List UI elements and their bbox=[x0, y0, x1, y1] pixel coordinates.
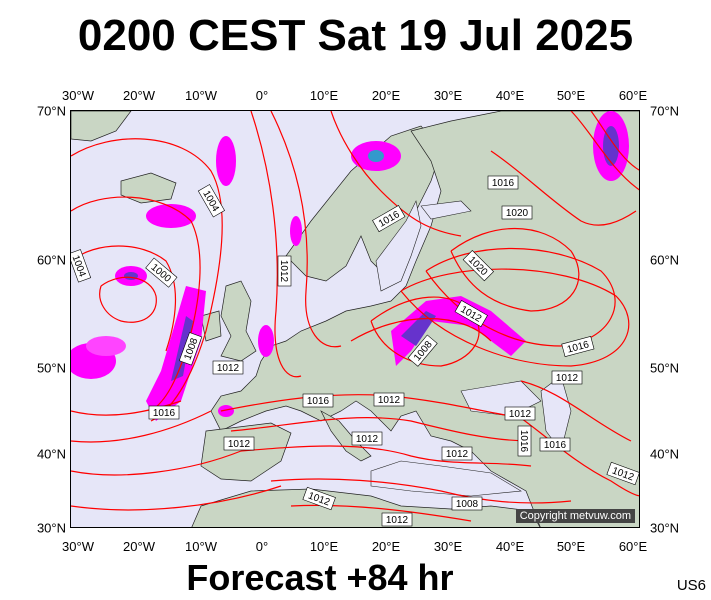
lat-label-right: 50°N bbox=[650, 360, 680, 376]
isobar-label: 1012 bbox=[381, 512, 413, 527]
lon-label-bottom: 30°E bbox=[433, 539, 463, 554]
lon-label-bottom: 40°E bbox=[495, 539, 525, 554]
isobar-label: 1012 bbox=[551, 370, 583, 385]
lat-label-right: 40°N bbox=[650, 446, 680, 462]
svg-text:1012: 1012 bbox=[386, 515, 409, 526]
model-code: US6 bbox=[676, 577, 706, 594]
copyright-badge: Copyright metvuw.com bbox=[515, 509, 635, 523]
land-masses bbox=[71, 111, 639, 527]
lon-label-bottom: 60°E bbox=[618, 539, 648, 554]
lon-label-top: 40°E bbox=[495, 88, 525, 103]
lon-label-bottom: 20°W bbox=[123, 539, 155, 554]
precipitation-areas bbox=[71, 111, 629, 421]
lat-label-right: 70°N bbox=[650, 103, 680, 119]
lat-label-left: 60°N bbox=[36, 252, 66, 268]
isobar-label: 1008 bbox=[451, 496, 483, 511]
weather-map[interactable]: 1016 1004 1016 1020 1012 1004 1000 1020 … bbox=[70, 110, 640, 528]
isobar-label: 1016 bbox=[487, 175, 519, 190]
lon-label-top: 30°W bbox=[62, 88, 94, 103]
svg-text:1004: 1004 bbox=[71, 254, 88, 279]
map-canvas: 1016 1004 1016 1020 1012 1004 1000 1020 … bbox=[71, 111, 639, 527]
isobar-label: 1016 bbox=[561, 335, 595, 358]
isobar-label: 1004 bbox=[71, 249, 92, 283]
isobar-label: 1012 bbox=[212, 360, 244, 375]
svg-text:1016: 1016 bbox=[518, 430, 529, 453]
isobar-label: 1016 bbox=[148, 405, 180, 420]
isobar-label: 1016 bbox=[539, 437, 571, 452]
forecast-label: Forecast +84 hr bbox=[186, 557, 454, 598]
isobars bbox=[71, 111, 639, 522]
svg-text:1012: 1012 bbox=[556, 373, 579, 384]
lat-label-right: 60°N bbox=[650, 252, 680, 268]
svg-text:1012: 1012 bbox=[217, 363, 240, 374]
lat-label-left: 70°N bbox=[36, 103, 66, 119]
isobar-label: 1012 bbox=[504, 406, 536, 421]
lat-label-left: 30°N bbox=[36, 520, 66, 536]
svg-text:1012: 1012 bbox=[356, 434, 379, 445]
isobar-label: 1000 bbox=[145, 257, 178, 288]
lon-label-top: 10°W bbox=[185, 88, 217, 103]
lat-label-left: 40°N bbox=[36, 446, 66, 462]
isobar-label: 1012 bbox=[373, 392, 405, 407]
svg-text:1016: 1016 bbox=[153, 408, 176, 419]
svg-text:1012: 1012 bbox=[228, 439, 251, 450]
lon-label-bottom: 10°E bbox=[309, 539, 339, 554]
isobar-label: 1016 bbox=[517, 425, 532, 457]
lat-label-right: 30°N bbox=[650, 520, 680, 536]
lat-label-left: 50°N bbox=[36, 360, 66, 376]
lon-label-top: 60°E bbox=[618, 88, 648, 103]
lon-label-bottom: 30°W bbox=[62, 539, 94, 554]
lon-label-bottom: 10°W bbox=[185, 539, 217, 554]
svg-text:1012: 1012 bbox=[509, 409, 532, 420]
isobar-label: 1012 bbox=[277, 255, 292, 287]
lon-label-bottom: 20°E bbox=[371, 539, 401, 554]
svg-text:1012: 1012 bbox=[378, 395, 401, 406]
isobar-label: 1012 bbox=[351, 431, 383, 446]
lon-label-bottom: 50°E bbox=[556, 539, 586, 554]
svg-text:1016: 1016 bbox=[307, 396, 330, 407]
isobar-label: 1008 bbox=[178, 332, 203, 366]
lon-label-top: 0° bbox=[255, 88, 269, 103]
lon-label-top: 20°W bbox=[123, 88, 155, 103]
isobar-label: 1012 bbox=[223, 436, 255, 451]
lon-label-top: 20°E bbox=[371, 88, 401, 103]
lon-label-bottom: 0° bbox=[255, 539, 269, 554]
svg-text:1012: 1012 bbox=[446, 449, 469, 460]
svg-text:1016: 1016 bbox=[492, 178, 515, 189]
isobar-label: 1016 bbox=[302, 393, 334, 408]
inland-seas bbox=[370, 200, 572, 497]
svg-text:1008: 1008 bbox=[456, 499, 479, 510]
isobar-label: 1012 bbox=[441, 446, 473, 461]
lon-label-top: 10°E bbox=[309, 88, 339, 103]
lon-label-top: 50°E bbox=[556, 88, 586, 103]
svg-text:1012: 1012 bbox=[278, 260, 289, 283]
lon-label-top: 30°E bbox=[433, 88, 463, 103]
map-title: 0200 CEST Sat 19 Jul 2025 bbox=[77, 11, 634, 60]
svg-text:1020: 1020 bbox=[506, 208, 529, 219]
svg-text:1016: 1016 bbox=[544, 440, 567, 451]
isobar-label: 1020 bbox=[501, 205, 533, 220]
